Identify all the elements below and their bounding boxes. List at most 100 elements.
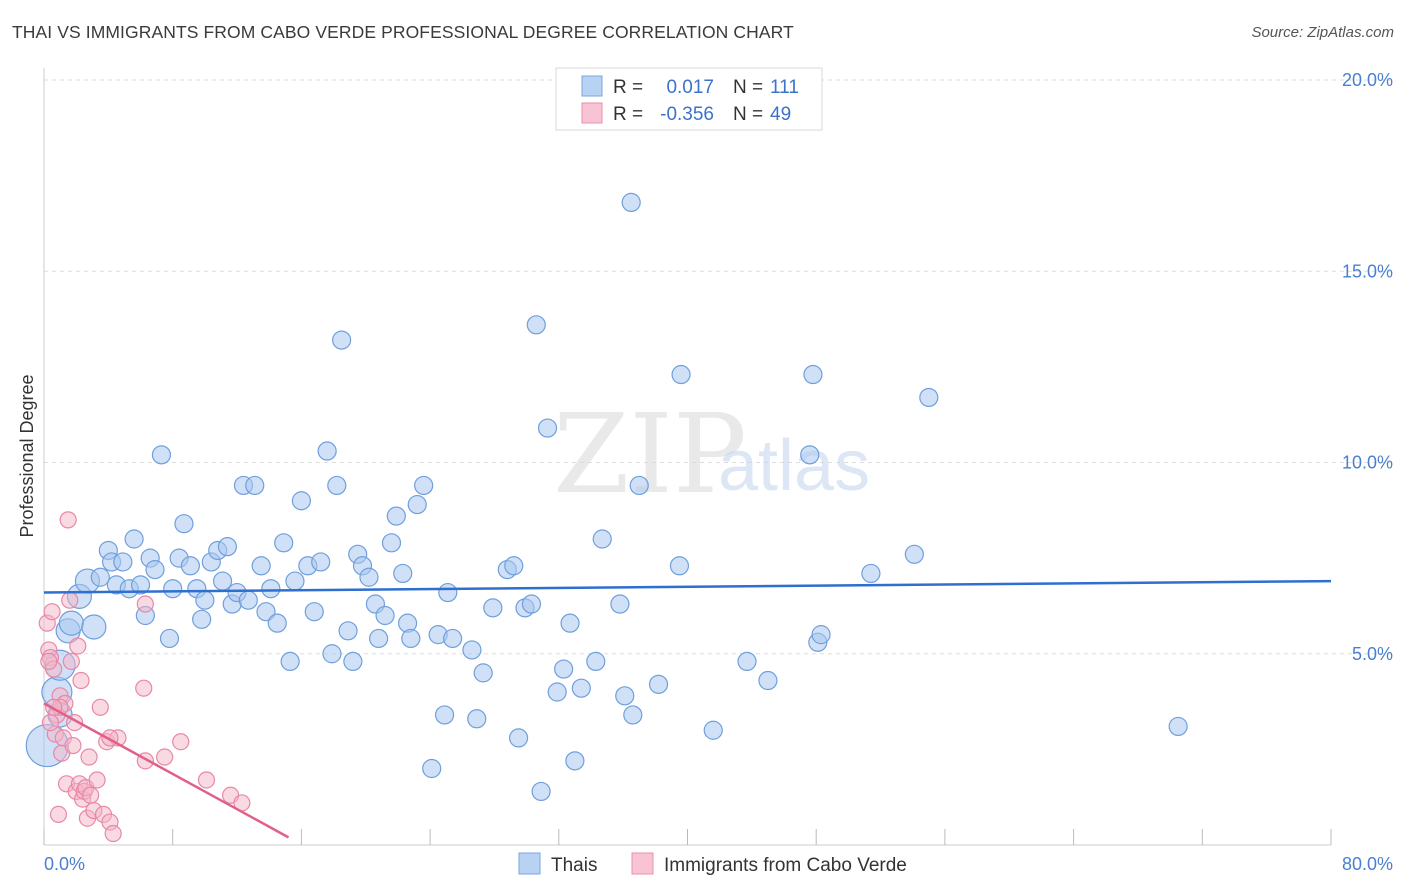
point-thais [669, 556, 690, 576]
point-thais [58, 610, 84, 636]
bottom-legend-label-cabo-verde: Immigrants from Cabo Verde [664, 855, 907, 876]
point-thais [904, 544, 924, 564]
point-cabo-verde [197, 771, 216, 789]
point-thais [737, 651, 757, 672]
point-thais [803, 364, 823, 385]
series-thais [25, 192, 1188, 802]
legend-r-value: -0.356 [660, 104, 714, 125]
point-thais [317, 441, 337, 461]
x-tick-label: 0.0% [44, 854, 85, 874]
legend-r-value: 0.017 [666, 77, 714, 98]
point-thais [554, 659, 574, 679]
point-thais [338, 621, 358, 641]
point-thais [180, 556, 200, 576]
point-thais [81, 614, 107, 640]
legend-n-value: 111 [770, 77, 799, 98]
point-thais [462, 640, 482, 660]
point-thais [648, 674, 669, 694]
point-thais [159, 628, 180, 649]
point-cabo-verde [43, 603, 61, 621]
point-cabo-verde [61, 591, 79, 609]
point-thais [174, 514, 194, 534]
point-thais [359, 567, 379, 587]
point-thais [261, 579, 281, 599]
point-thais [304, 602, 324, 622]
point-thais [571, 678, 591, 698]
point-thais [800, 445, 820, 465]
bottom-legend-swatch-thais [518, 852, 541, 875]
point-thais [245, 475, 265, 496]
point-thais [443, 628, 463, 649]
point-thais [508, 728, 529, 748]
point-thais [192, 609, 212, 629]
point-thais [195, 590, 215, 610]
watermark-atlas: atlas [718, 426, 870, 506]
y-tick-label: 15.0% [1342, 261, 1393, 281]
grid [44, 79, 1394, 655]
axes [43, 68, 1332, 846]
point-thais [467, 709, 487, 729]
point-thais [113, 552, 133, 572]
tick-labels: 5.0% 10.0% 15.0% 20.0% 0.0% 80.0% [44, 70, 1393, 874]
point-thais [414, 475, 434, 496]
point-thais [919, 387, 939, 408]
point-thais [586, 651, 606, 672]
point-cabo-verde [104, 824, 122, 843]
point-thais [401, 628, 421, 649]
point-thais [811, 625, 831, 645]
point-thais [280, 651, 300, 672]
point-thais [163, 579, 183, 599]
point-thais [274, 533, 294, 553]
point-cabo-verde [40, 652, 58, 671]
y-tick-label: 5.0% [1352, 644, 1393, 664]
point-thais [547, 682, 567, 702]
point-thais [285, 571, 305, 591]
point-thais [145, 559, 165, 580]
point-thais [217, 537, 237, 557]
point-cabo-verde [91, 698, 109, 716]
point-thais [703, 720, 723, 740]
point-thais [343, 651, 363, 672]
point-cabo-verde [64, 736, 82, 755]
legend-n-label: N = [733, 104, 763, 125]
point-thais [130, 575, 151, 595]
legend: R = 0.017 N = 111 R = -0.356 N = 49 [555, 67, 823, 131]
point-cabo-verde [88, 771, 106, 789]
point-thais [124, 529, 144, 549]
point-thais [521, 594, 542, 614]
point-thais [291, 491, 311, 511]
point-thais [861, 563, 881, 584]
point-thais [758, 670, 778, 691]
point-cabo-verde [156, 748, 174, 766]
point-thais [386, 506, 406, 526]
point-thais [483, 598, 503, 618]
x-tick-label: 80.0% [1342, 854, 1393, 874]
point-cabo-verde [69, 637, 87, 655]
point-thais [393, 563, 413, 584]
point-thais [1168, 716, 1188, 737]
point-thais [438, 582, 458, 603]
chart-title: THAI VS IMMIGRANTS FROM CABO VERDE PROFE… [12, 22, 794, 42]
legend-r-label: R = [613, 77, 643, 98]
point-thais [212, 571, 233, 591]
point-thais [473, 663, 493, 683]
bottom-legend: Thais Immigrants from Cabo Verde [518, 852, 907, 876]
legend-swatch-pink [581, 102, 603, 124]
point-thais [332, 330, 352, 350]
trend-line-cabo-verde [43, 702, 290, 839]
point-thais [422, 758, 442, 779]
legend-r-label: R = [613, 104, 643, 125]
point-cabo-verde [59, 511, 77, 529]
point-thais [375, 605, 395, 626]
point-thais [381, 533, 402, 553]
point-thais [537, 418, 558, 438]
legend-n-label: N = [733, 77, 763, 98]
point-thais [256, 602, 276, 622]
point-cabo-verde [82, 786, 100, 804]
point-thais [251, 556, 271, 576]
trend-lines [43, 579, 1332, 839]
point-thais [311, 552, 331, 572]
point-cabo-verde [80, 748, 98, 766]
point-thais [407, 494, 427, 515]
